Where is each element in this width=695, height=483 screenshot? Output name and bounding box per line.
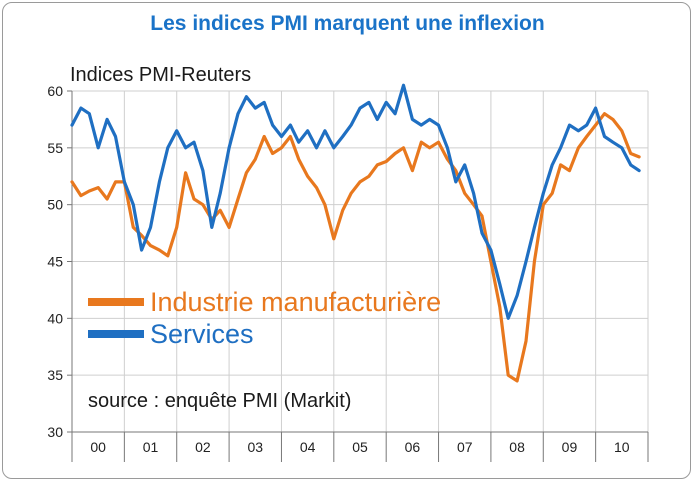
series-lines <box>70 83 641 383</box>
y-tick-label: 30 <box>47 424 63 440</box>
series-line-services <box>70 83 641 320</box>
x-tick-label: 08 <box>509 439 525 455</box>
y-tick-label: 60 <box>47 83 63 99</box>
series-line-industrie <box>70 112 641 383</box>
y-tick-label: 45 <box>47 254 63 270</box>
y-tick-label: 55 <box>47 140 63 156</box>
y-tick-label: 50 <box>47 197 63 213</box>
source-note: source : enquête PMI (Markit) <box>88 390 352 412</box>
legend-item-services: Services <box>88 318 254 350</box>
x-tick-label: 04 <box>300 439 316 455</box>
legend-label-services: Services <box>150 318 254 349</box>
legend-label-industrie: Industrie manufacturière <box>150 286 442 317</box>
chart-subtitle: Indices PMI-Reuters <box>70 64 252 86</box>
legend-item-industrie: Industrie manufacturière <box>88 286 441 318</box>
x-tick-label: 06 <box>405 439 421 455</box>
x-tick-label: 07 <box>457 439 473 455</box>
legend-swatch-industrie <box>88 298 144 306</box>
x-tick-label: 05 <box>352 439 368 455</box>
x-tick-label: 10 <box>614 439 630 455</box>
x-tick-label: 02 <box>195 439 211 455</box>
legend-swatch-services <box>88 330 144 338</box>
axes <box>67 90 649 462</box>
x-tick-label: 01 <box>143 439 159 455</box>
y-tick-label: 40 <box>47 310 63 326</box>
y-tick-labels: 30 35 40 45 50 55 60 <box>47 83 63 440</box>
x-tick-label: 09 <box>562 439 578 455</box>
x-tick-label: 03 <box>247 439 263 455</box>
y-tick-label: 35 <box>47 367 63 383</box>
chart-title: Les indices PMI marquent une inflexion <box>150 12 545 35</box>
x-tick-labels: 00 01 02 03 04 05 06 07 08 09 10 <box>90 439 629 455</box>
chart-frame <box>2 2 691 479</box>
x-tick-label: 00 <box>90 439 106 455</box>
